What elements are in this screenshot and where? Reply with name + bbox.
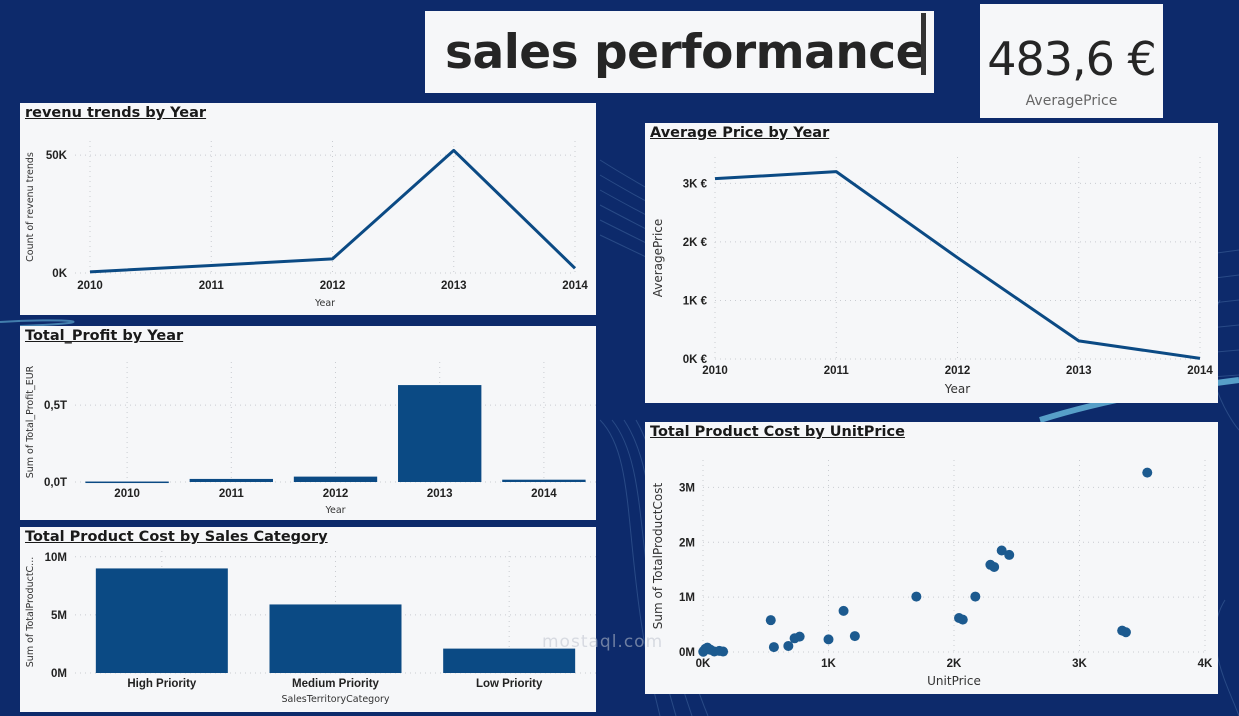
x-tick-label: 2010 [702,365,728,377]
y-axis-title: Sum of Total_Profit_EUR [25,365,36,478]
product-cost-scatter-svg: 0M 1M 2M 3M 0K 1K 2K 3K 4K UnitPrice Sum of TotalP… [651,460,1213,688]
y-tick-label: 3M [679,482,695,494]
y-tick-label: 10M [45,552,67,564]
bar [95,568,228,673]
y-axis-title: Sum of TotalProductC... [25,557,36,667]
bar [189,478,273,482]
x-axis-title: Year [314,298,335,309]
y-tick-label: 50K [46,150,68,162]
total-profit-chart[interactable]: Total_Profit by Year 0,0T 0,5T 2010 2011 201… [20,326,596,520]
product-cost-scatter-chart[interactable]: Total Product Cost by UnitPrice 0M 1M 2M 3M… [645,422,1218,694]
kpi-value: 483,6 € [987,32,1157,86]
x-tick-label: 1K [821,658,836,670]
y-tick-label: 0K € [683,354,708,366]
bar [85,481,169,484]
product-cost-category-chart[interactable]: Total Product Cost by Sales Category 0M 5… [20,527,596,712]
x-axis-title: SalesTerritoryCategory [281,694,389,705]
scatter-point [957,614,968,625]
x-tick-label: 3K [1072,658,1087,670]
x-tick-label: 2011 [824,365,850,377]
x-tick-label: 2012 [320,280,346,292]
chart-title: Average Price by Year [650,125,830,141]
x-tick-label: 2010 [114,488,140,500]
x-axis-title: Year [324,505,345,516]
series-line [714,170,1201,360]
y-tick-label: 1K € [683,295,708,307]
scatter-point [1142,467,1153,478]
bar [398,385,482,482]
bar [443,648,576,673]
watermark: mostaql.com [542,632,664,652]
y-axis-title: AveragePrice [651,219,665,298]
x-tick-label: 2014 [531,488,557,500]
x-tick-label: Low Priority [476,678,543,690]
x-tick-label: 2010 [77,280,103,292]
x-tick-label: High Priority [127,678,197,690]
bar [269,604,402,673]
scatter-point [996,545,1007,556]
x-tick-label: 2013 [441,280,467,292]
y-tick-label: 3K € [683,178,708,190]
x-axis-title: Year [944,382,970,396]
x-tick-label: Medium Priority [292,678,380,690]
x-tick-label: 2011 [219,488,245,500]
total-profit-svg: 0,0T 0,5T 2010 2011 2012 2013 2014 Year Sum of T… [25,362,596,516]
page-title: sales performance [445,25,928,80]
y-axis-title: Count of revenu trends [25,152,36,262]
scatter-point [765,615,776,626]
x-tick-label: 2013 [1066,365,1092,377]
kpi-card[interactable]: 483,6 € AveragePrice [980,4,1163,118]
scatter-point [1120,627,1131,638]
scatter-point [794,631,805,642]
chart-title: Total_Profit by Year [25,328,184,344]
x-tick-label: 2014 [562,280,588,292]
x-axis-title: UnitPrice [927,674,981,688]
y-tick-label: 0,5T [44,400,67,412]
scatter-point [970,591,981,602]
scatter-point [911,591,922,602]
y-tick-label: 2K € [683,237,708,249]
average-price-chart[interactable]: Average Price by Year 0K € 1K € 2K € 3K € 20… [645,123,1218,403]
revenue-trends-chart[interactable]: revenu trends by Year 0K 50K 2010 2011 2012 2… [20,103,596,315]
average-price-svg: 0K € 1K € 2K € 3K € 2010 2011 2012 2013 2014 Year… [651,157,1213,396]
y-tick-label: 0M [679,647,695,659]
scatter-point [838,605,849,616]
bar [293,476,378,482]
product-cost-category-svg: 0M 5M 10M High Priority Medium Priority Low P… [25,551,596,705]
x-tick-label: 2013 [427,488,453,500]
chart-title: Total Product Cost by Sales Category [25,529,328,545]
y-tick-label: 0,0T [44,477,67,489]
scatter-point [783,640,794,651]
y-tick-label: 5M [51,610,67,622]
scatter-point [1004,549,1015,560]
scatter-point [718,646,729,657]
x-tick-label: 2K [947,658,962,670]
y-tick-label: 0K [52,268,67,280]
scatter-point [849,631,860,642]
scatter-point [768,642,779,653]
y-tick-label: 1M [679,592,695,604]
x-tick-label: 2012 [323,488,349,500]
bar [502,479,586,482]
x-tick-label: 4K [1198,658,1213,670]
scatter-point [823,634,834,645]
x-tick-label: 2011 [199,280,225,292]
text-cursor [921,13,926,75]
revenue-trends-svg: 0K 50K 2010 2011 2012 2013 2014 Year Count of re… [25,141,588,309]
x-tick-label: 0K [696,658,711,670]
y-tick-label: 0M [51,668,67,680]
series-line [89,148,577,274]
chart-title: Total Product Cost by UnitPrice [650,424,905,440]
scatter-point [989,561,1000,572]
x-tick-label: 2014 [1187,365,1213,377]
title-card: sales performance [425,11,934,93]
y-axis-title: Sum of TotalProductCost [651,483,665,630]
x-tick-label: 2012 [945,365,971,377]
y-tick-label: 2M [679,537,695,549]
chart-title: revenu trends by Year [25,105,207,121]
kpi-label: AveragePrice [1025,93,1118,109]
